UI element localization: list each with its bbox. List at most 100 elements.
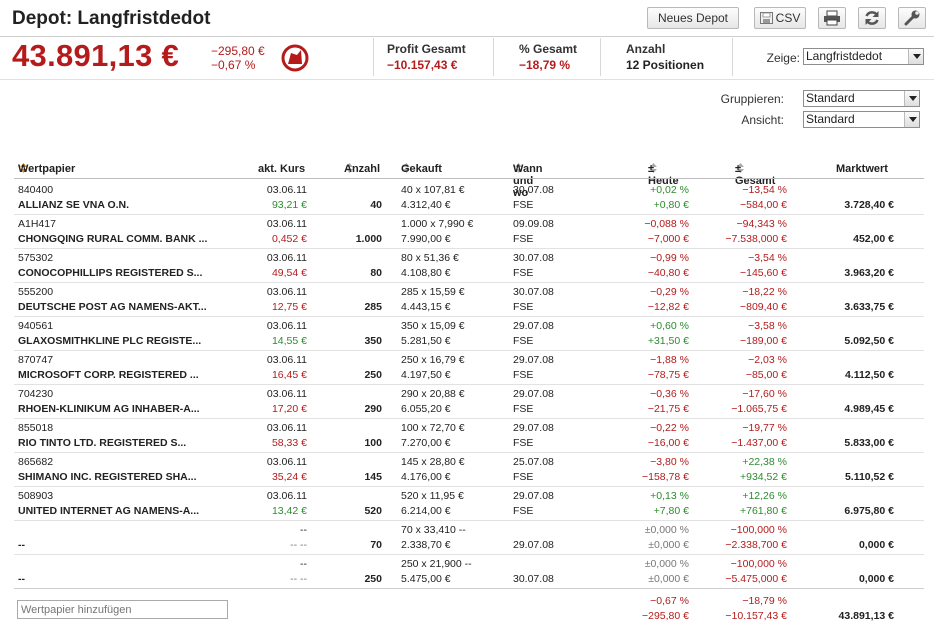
security-wkn: 855018 xyxy=(18,422,54,434)
refresh-button[interactable] xyxy=(858,7,886,29)
col-bought[interactable]: Gekauft xyxy=(401,163,442,175)
quantity: 285 xyxy=(364,301,382,313)
bought-detail: 1.000 x 7,990 € xyxy=(401,218,474,230)
percent-total-value: −18,79 % xyxy=(519,58,571,72)
csv-button[interactable]: CSV xyxy=(754,7,806,29)
col-price[interactable]: akt. Kurs xyxy=(258,163,306,175)
header-divider xyxy=(0,36,934,37)
security-wkn: 940561 xyxy=(18,320,54,332)
today-abs: +31,50 € xyxy=(647,335,689,347)
market-value: 5.092,50 € xyxy=(844,335,894,347)
col-total[interactable]: ± Gesamt xyxy=(735,163,775,187)
table-row[interactable]: 704230 RHOEN-KLINIKUM AG INHABER-A... 03… xyxy=(0,385,934,419)
total-abs: −85,00 € xyxy=(745,369,787,381)
view-select[interactable]: Standard xyxy=(803,111,920,128)
table-row[interactable]: 575302 CONOCOPHILLIPS REGISTERED S... 03… xyxy=(0,249,934,283)
total-pct: −2,03 % xyxy=(748,354,787,366)
totals-today-abs: −295,80 € xyxy=(641,610,689,622)
table-row[interactable]: -- -- -- -- 250 250 x 21,900 -- 5.475,00… xyxy=(0,555,934,589)
table-row[interactable]: 555200 DEUTSCHE POST AG NAMENS-AKT... 03… xyxy=(0,283,934,317)
total-pct: −13,54 % xyxy=(742,184,787,196)
depot-select[interactable]: Langfristdedot xyxy=(803,48,924,65)
buy-date: 29.07.08 xyxy=(513,539,554,551)
table-row[interactable]: -- -- -- -- 70 70 x 33,410 -- 2.338,70 €… xyxy=(0,521,934,555)
total-pct: −3,54 % xyxy=(748,252,787,264)
price-value: 16,45 € xyxy=(271,369,307,381)
price-value: 58,33 € xyxy=(271,437,307,449)
quantity: 250 xyxy=(364,369,382,381)
position-count: Anzahl 12 Positionen xyxy=(626,42,704,72)
show-label: Zeige: xyxy=(766,51,800,65)
view-select-value: Standard xyxy=(806,112,855,126)
bought-sum: 4.176,00 € xyxy=(401,471,451,483)
today-abs: −40,80 € xyxy=(647,267,689,279)
table-row[interactable]: A1H417 CHONGQING RURAL COMM. BANK ... 03… xyxy=(0,215,934,249)
bought-sum: 2.338,70 € xyxy=(401,539,451,551)
table-row[interactable]: 508903 UNITED INTERNET AG NAMENS-A... 03… xyxy=(0,487,934,521)
security-wkn: 575302 xyxy=(18,252,54,264)
group-label: Gruppieren: xyxy=(720,92,784,106)
security-wkn: 870747 xyxy=(18,354,54,366)
total-pct: −18,22 % xyxy=(742,286,787,298)
settings-button[interactable] xyxy=(898,7,926,29)
price-value: 35,24 € xyxy=(271,471,307,483)
bought-sum: 4.443,15 € xyxy=(401,301,451,313)
col-qty[interactable]: Anzahl xyxy=(344,163,380,175)
market-value: 3.728,40 € xyxy=(844,199,894,211)
price-value: 13,42 € xyxy=(271,505,307,517)
security-name[interactable]: RIO TINTO LTD. REGISTERED S... xyxy=(18,437,187,449)
security-name[interactable]: RHOEN-KLINIKUM AG INHABER-A... xyxy=(18,403,200,415)
today-pct: −0,22 % xyxy=(650,422,689,434)
total-abs: −5.475,000 € xyxy=(725,573,787,585)
bought-detail: 350 x 15,09 € xyxy=(401,320,465,332)
buy-date: 30.07.08 xyxy=(513,573,554,585)
security-name[interactable]: CHONGQING RURAL COMM. BANK ... xyxy=(18,233,208,245)
add-security-input[interactable] xyxy=(17,600,228,619)
market-value: 3.963,20 € xyxy=(844,267,894,279)
stat-divider xyxy=(732,38,733,76)
market-value: 0,000 € xyxy=(858,539,894,551)
buy-date: 30.07.08 xyxy=(513,252,554,264)
bought-sum: 4.108,80 € xyxy=(401,267,451,279)
total-abs: +761,80 € xyxy=(739,505,787,517)
col-when[interactable]: Wann und wo xyxy=(513,163,543,199)
table-row[interactable]: 840400 ALLIANZ SE VNA O.N. 03.06.11 93,2… xyxy=(0,181,934,215)
summary-divider xyxy=(0,79,934,80)
price-date: 03.06.11 xyxy=(266,456,307,468)
total-pct: +12,26 % xyxy=(742,490,787,502)
sort-icon xyxy=(20,163,27,173)
market-value: 452,00 € xyxy=(853,233,894,245)
today-pct: −0,088 % xyxy=(644,218,689,230)
table-row[interactable]: 870747 MICROSOFT CORP. REGISTERED ... 03… xyxy=(0,351,934,385)
security-name[interactable]: SHIMANO INC. REGISTERED SHA... xyxy=(18,471,197,483)
security-name[interactable]: GLAXOSMITHKLINE PLC REGISTE... xyxy=(18,335,202,347)
col-value[interactable]: Marktwert xyxy=(836,163,888,175)
security-name[interactable]: UNITED INTERNET AG NAMENS-A... xyxy=(18,505,200,517)
buy-date: 30.07.08 xyxy=(513,286,554,298)
print-button[interactable] xyxy=(818,7,846,29)
market-value: 6.975,80 € xyxy=(844,505,894,517)
price-date: -- xyxy=(300,558,307,570)
sort-icon xyxy=(346,163,353,173)
table-row[interactable]: 940561 GLAXOSMITHKLINE PLC REGISTE... 03… xyxy=(0,317,934,351)
market-value: 3.633,75 € xyxy=(844,301,894,313)
table-row[interactable]: 855018 RIO TINTO LTD. REGISTERED S... 03… xyxy=(0,419,934,453)
totals-today-pct: −0,67 % xyxy=(650,595,689,607)
buy-date: 29.07.08 xyxy=(513,388,554,400)
group-select[interactable]: Standard xyxy=(803,90,920,107)
security-name[interactable]: CONOCOPHILLIPS REGISTERED S... xyxy=(18,267,203,279)
table-row[interactable]: 865682 SHIMANO INC. REGISTERED SHA... 03… xyxy=(0,453,934,487)
new-depot-button[interactable]: Neues Depot xyxy=(647,7,739,29)
total-abs: −7.538,000 € xyxy=(725,233,787,245)
bought-detail: 70 x 33,410 -- xyxy=(401,524,466,536)
col-security[interactable]: Wertpapier xyxy=(18,163,75,175)
col-today[interactable]: ± Heute xyxy=(648,163,679,187)
total-abs: +934,52 € xyxy=(739,471,787,483)
total-pct: −3,58 % xyxy=(748,320,787,332)
security-name[interactable]: MICROSOFT CORP. REGISTERED ... xyxy=(18,369,199,381)
total-abs: −145,60 € xyxy=(739,267,787,279)
today-pct: +0,13 % xyxy=(650,490,689,502)
total-pct: −100,000 % xyxy=(730,558,787,570)
security-name[interactable]: DEUTSCHE POST AG NAMENS-AKT... xyxy=(18,301,207,313)
security-name[interactable]: ALLIANZ SE VNA O.N. xyxy=(18,199,130,211)
